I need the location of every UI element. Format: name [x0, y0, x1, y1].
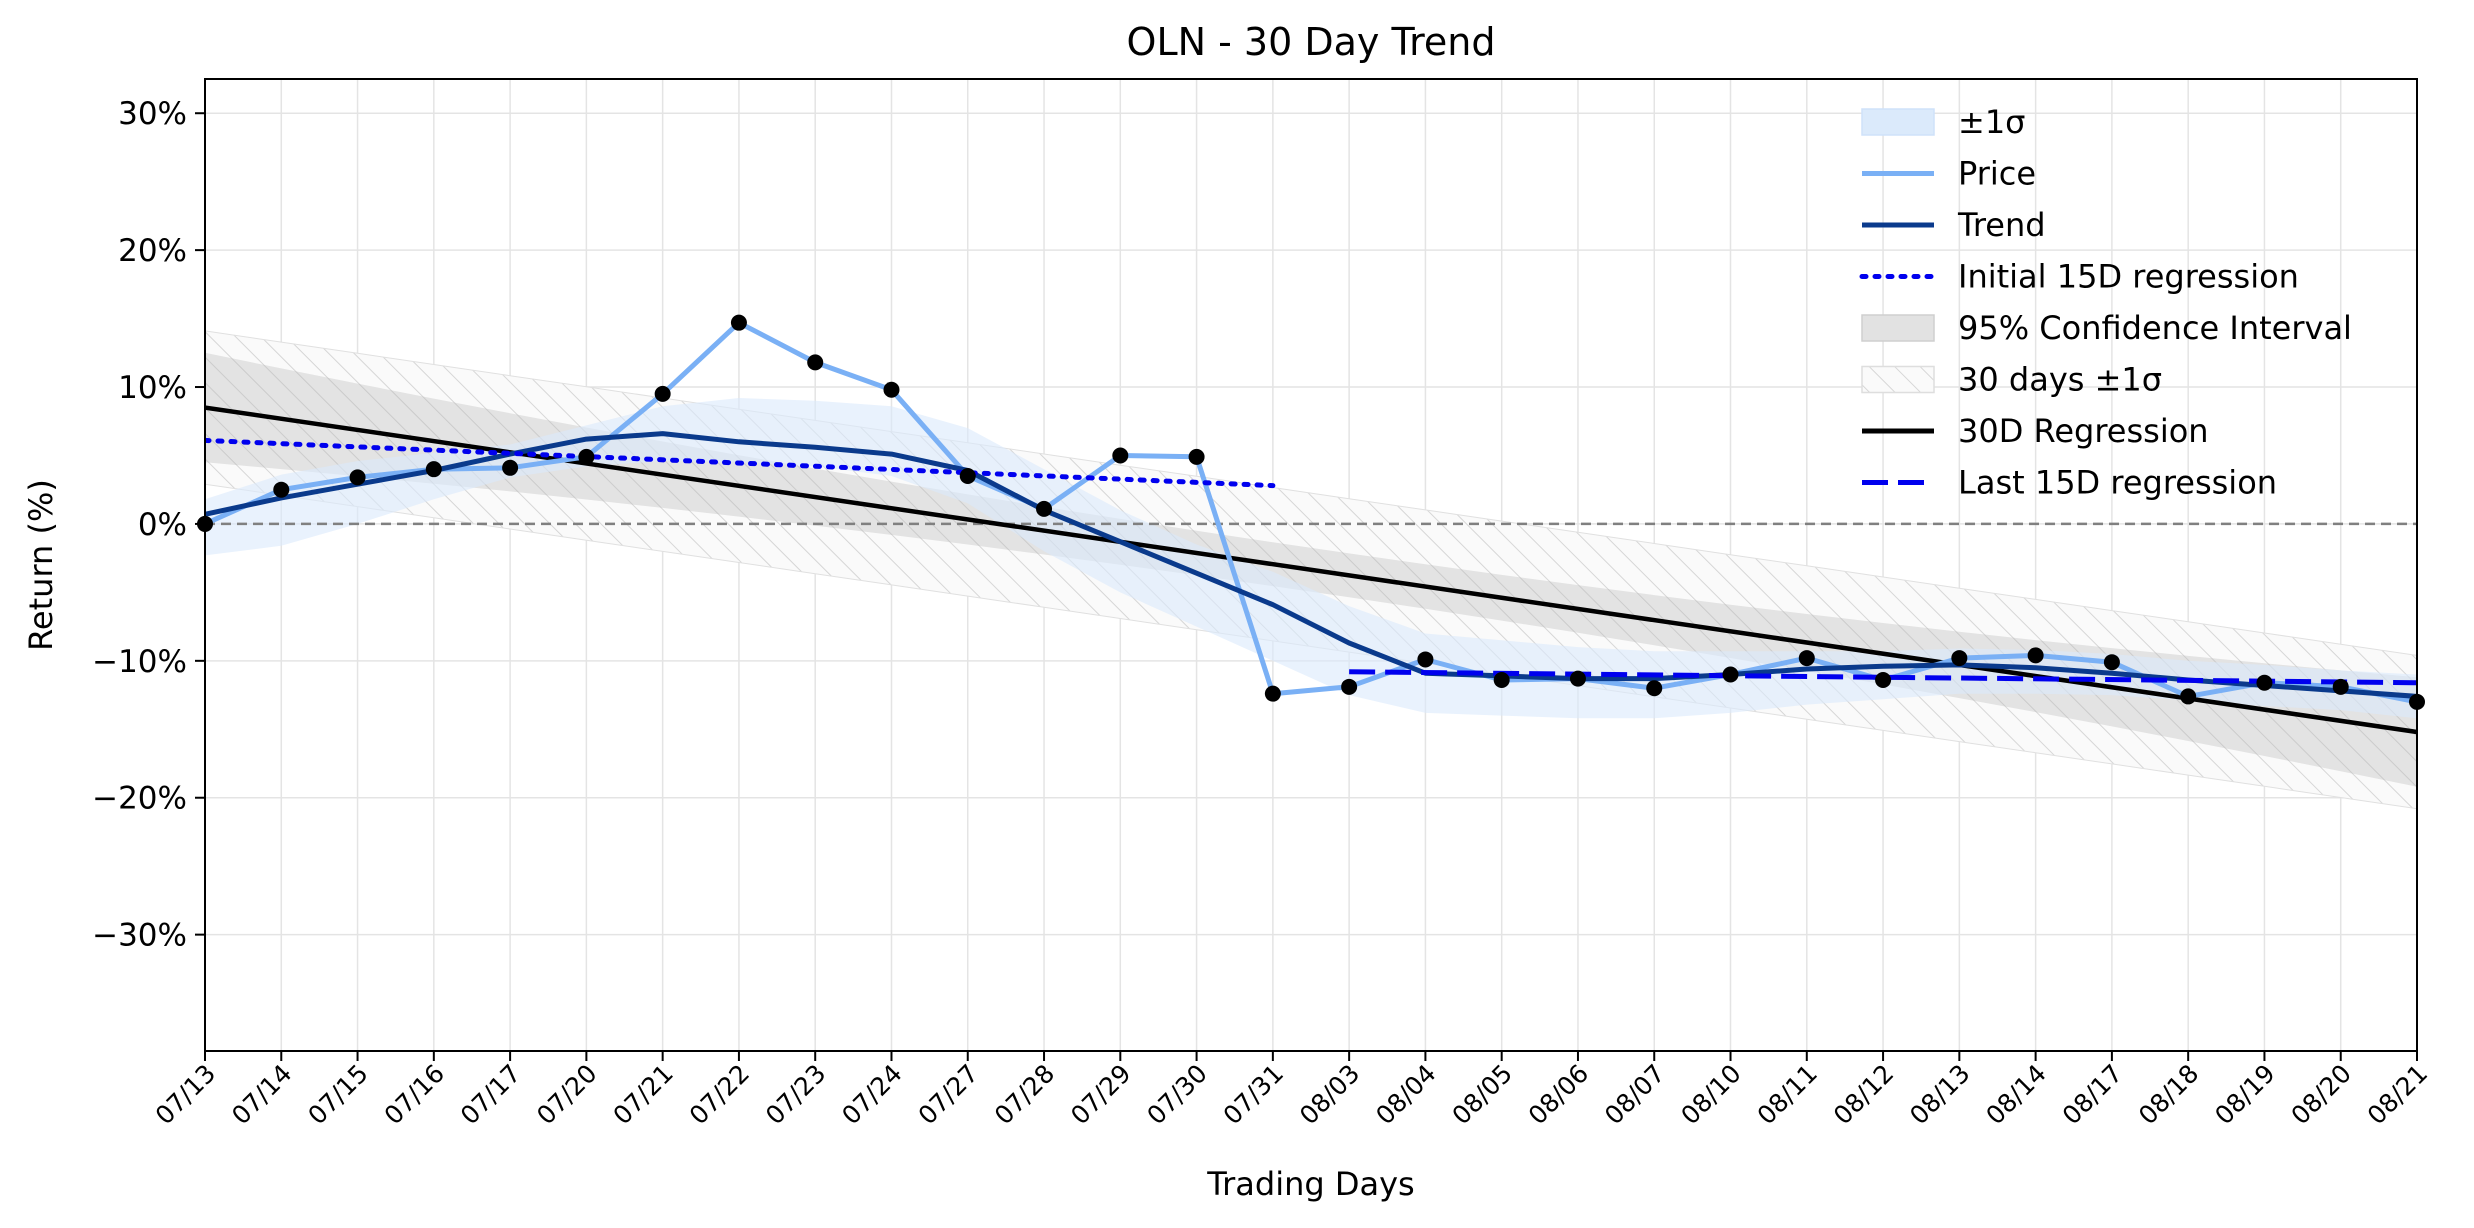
legend-sigma-swatch: [1861, 108, 1935, 136]
x-tick-label: 08/12: [1828, 1059, 1899, 1130]
x-tick-label: 07/13: [150, 1059, 221, 1130]
x-tick-label: 07/27: [913, 1059, 984, 1130]
price-point: [959, 468, 976, 485]
x-tick-label: 07/31: [1218, 1059, 1289, 1130]
price-point: [730, 314, 747, 331]
price-point: [1722, 666, 1739, 683]
x-tick-label: 07/23: [760, 1059, 831, 1130]
x-tick-label: 08/10: [1675, 1059, 1746, 1130]
legend-initial-15d-label: Initial 15D regression: [1958, 258, 2299, 296]
x-tick-label: 07/24: [836, 1059, 907, 1130]
x-tick-label: 08/04: [1370, 1059, 1441, 1130]
price-point: [2256, 674, 2273, 691]
x-tick-label: 08/03: [1294, 1059, 1365, 1130]
y-tick-label: −20%: [92, 781, 187, 817]
x-tick-label: 08/21: [2362, 1059, 2433, 1130]
legend-trend-label: Trend: [1957, 206, 2046, 244]
legend-30d-regression-label: 30D Regression: [1958, 412, 2209, 450]
regression-30d-line: [205, 405, 2417, 735]
price-point: [578, 448, 595, 465]
price-point: [2027, 647, 2044, 664]
price-points: [197, 314, 2425, 710]
lines: [205, 320, 2417, 735]
price-point: [425, 461, 442, 478]
x-tick-label: 08/05: [1446, 1059, 1517, 1130]
plot-frame: [204, 78, 2418, 1052]
x-tick-label: 07/21: [607, 1059, 678, 1130]
price-point: [2332, 678, 2349, 695]
x-tick-label: 08/13: [1904, 1059, 1975, 1130]
y-tick-label: 0%: [138, 507, 187, 543]
price-point: [1875, 671, 1892, 688]
price-point: [1036, 500, 1053, 517]
x-tick-label: 08/17: [2057, 1059, 2128, 1130]
x-axis: 07/13 07/14 07/15 07/16 07/17 07/20 07/21 07/22…: [150, 1051, 2433, 1130]
x-tick-label: 08/06: [1523, 1059, 1594, 1130]
legend-price-label: Price: [1958, 155, 2036, 193]
price-point: [273, 481, 290, 498]
y-tick-label: −30%: [92, 918, 187, 954]
x-tick-label: 08/20: [2286, 1059, 2357, 1130]
y-tick-label: 30%: [118, 96, 187, 132]
last-15d-regression-line: [1349, 669, 2417, 686]
x-tick-label: 07/17: [455, 1059, 526, 1130]
price-point: [1569, 670, 1586, 687]
x-tick-label: 07/14: [226, 1059, 297, 1130]
legend-sigma-label: ±1σ: [1958, 103, 2025, 141]
x-tick-label: 07/15: [302, 1059, 373, 1130]
price-point: [807, 354, 824, 371]
price-point: [1646, 680, 1663, 697]
price-point: [1798, 650, 1815, 667]
x-tick-label: 07/30: [1141, 1059, 1212, 1130]
legend-confidence-interval-swatch: [1861, 314, 1935, 342]
price-point: [883, 381, 900, 398]
price-point: [1417, 651, 1434, 668]
initial-15d-regression-line: [205, 437, 1276, 489]
price-point: [502, 459, 519, 476]
price-point: [1188, 448, 1205, 465]
x-axis-label: Trading Days: [1206, 1165, 1414, 1203]
y-tick-label: 10%: [118, 370, 187, 406]
legend: ±1σ Price Trend Initial 15D regression 95% C…: [1859, 103, 2352, 502]
price-point: [2103, 654, 2120, 671]
y-axis-label: Return (%): [22, 479, 60, 651]
price-point: [1264, 685, 1281, 702]
x-tick-label: 07/16: [379, 1059, 450, 1130]
x-tick-label: 07/22: [684, 1059, 755, 1130]
y-axis: 30% 20% 10% 0% −10% −20% −30%: [92, 96, 205, 954]
price-point: [1951, 650, 1968, 667]
x-tick-label: 08/19: [2209, 1059, 2280, 1130]
x-tick-label: 08/18: [2133, 1059, 2204, 1130]
sigma-band: [205, 398, 2417, 719]
legend-30d-sigma-label: 30 days ±1σ: [1958, 361, 2162, 399]
x-tick-label: 07/28: [989, 1059, 1060, 1130]
x-tick-label: 08/11: [1752, 1059, 1823, 1130]
price-point: [654, 385, 671, 402]
chart-title: OLN - 30 Day Trend: [1127, 20, 1496, 64]
legend-last-15d-label: Last 15D regression: [1958, 464, 2277, 502]
x-tick-label: 08/14: [1980, 1059, 2051, 1130]
price-point: [1493, 671, 1510, 688]
price-point: [349, 469, 366, 486]
price-line: [205, 320, 2417, 705]
price-point: [1112, 447, 1129, 464]
legend-30d-sigma-swatch: [1861, 365, 1935, 394]
x-tick-label: 07/29: [1065, 1059, 1136, 1130]
legend-confidence-interval-label: 95% Confidence Interval: [1958, 309, 2352, 347]
y-tick-label: 20%: [118, 233, 187, 269]
x-tick-label: 08/07: [1599, 1059, 1670, 1130]
trend-line: [205, 431, 2417, 699]
y-tick-label: −10%: [92, 644, 187, 680]
price-point: [1341, 678, 1358, 695]
price-point: [2180, 688, 2197, 705]
x-tick-label: 07/20: [531, 1059, 602, 1130]
